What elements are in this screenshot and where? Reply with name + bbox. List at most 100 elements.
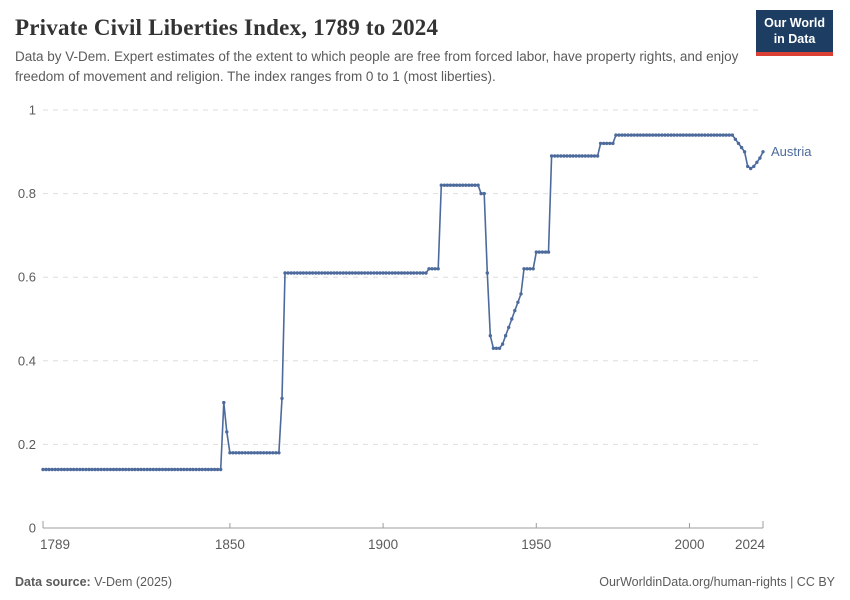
data-point-marker[interactable] (307, 271, 312, 275)
data-point-marker[interactable] (258, 451, 263, 455)
data-point-marker[interactable] (222, 400, 226, 405)
data-point-marker[interactable] (246, 451, 250, 455)
data-point-marker[interactable] (96, 467, 100, 472)
data-point-marker[interactable] (586, 154, 591, 158)
data-point-marker[interactable] (546, 250, 551, 254)
data-point-marker[interactable] (127, 467, 131, 472)
data-point-marker[interactable] (473, 183, 477, 187)
data-point-marker[interactable] (405, 271, 410, 275)
data-point-marker[interactable] (99, 467, 103, 472)
data-point-marker[interactable] (684, 133, 689, 137)
data-point-marker[interactable] (387, 271, 391, 275)
data-point-marker[interactable] (448, 183, 453, 187)
data-point-marker[interactable] (752, 164, 756, 169)
data-point-marker[interactable] (344, 271, 348, 275)
data-point-marker[interactable] (439, 183, 443, 187)
data-point-marker[interactable] (323, 271, 327, 275)
data-point-marker[interactable] (519, 292, 523, 296)
data-point-marker[interactable] (522, 267, 526, 271)
data-point-marker[interactable] (494, 346, 499, 350)
data-point-marker[interactable] (409, 271, 413, 275)
data-point-marker[interactable] (53, 467, 57, 472)
data-point-marker[interactable] (479, 191, 483, 196)
data-point-marker[interactable] (363, 271, 367, 275)
data-point-marker[interactable] (163, 467, 168, 472)
data-point-marker[interactable] (277, 451, 281, 455)
data-point-marker[interactable] (635, 133, 640, 137)
data-point-marker[interactable] (644, 133, 649, 137)
data-point-marker[interactable] (562, 154, 566, 158)
data-point-marker[interactable] (59, 467, 64, 472)
data-point-marker[interactable] (359, 271, 364, 275)
data-point-marker[interactable] (314, 271, 318, 275)
data-point-marker[interactable] (549, 154, 554, 158)
data-point-marker[interactable] (396, 271, 401, 275)
data-point-marker[interactable] (234, 451, 238, 455)
data-point-marker[interactable] (78, 467, 82, 472)
data-point-marker[interactable] (237, 451, 241, 455)
data-point-marker[interactable] (390, 271, 394, 275)
data-point-marker[interactable] (274, 451, 278, 455)
data-point-marker[interactable] (240, 451, 244, 455)
data-point-marker[interactable] (347, 271, 352, 275)
data-point-marker[interactable] (341, 271, 345, 275)
data-point-marker[interactable] (556, 154, 560, 158)
data-point-marker[interactable] (427, 267, 431, 271)
data-point-marker[interactable] (206, 467, 211, 472)
data-point-marker[interactable] (219, 467, 223, 472)
data-point-marker[interactable] (292, 271, 296, 275)
data-point-marker[interactable] (50, 467, 54, 472)
data-point-marker[interactable] (415, 271, 419, 275)
data-point-marker[interactable] (442, 183, 447, 187)
data-point-marker[interactable] (136, 467, 140, 472)
data-point-marker[interactable] (130, 467, 134, 472)
data-point-marker[interactable] (200, 467, 204, 472)
data-point-marker[interactable] (675, 133, 679, 137)
data-point-marker[interactable] (44, 467, 48, 472)
data-point-marker[interactable] (338, 271, 342, 275)
data-point-marker[interactable] (503, 334, 508, 338)
data-point-marker[interactable] (265, 451, 269, 455)
data-point-marker[interactable] (476, 183, 480, 187)
data-point-marker[interactable] (412, 271, 416, 275)
data-point-marker[interactable] (356, 271, 361, 275)
data-point-marker[interactable] (715, 133, 719, 137)
data-point-marker[interactable] (706, 133, 710, 137)
data-point-marker[interactable] (326, 271, 330, 275)
data-point-marker[interactable] (540, 250, 545, 254)
data-point-marker[interactable] (589, 154, 594, 158)
data-point-marker[interactable] (651, 133, 655, 137)
data-point-marker[interactable] (124, 467, 128, 472)
data-point-marker[interactable] (157, 467, 162, 472)
data-point-marker[interactable] (491, 346, 496, 350)
data-point-marker[interactable] (461, 183, 465, 187)
data-point-marker[interactable] (84, 467, 88, 472)
data-point-marker[interactable] (225, 430, 229, 434)
data-point-marker[interactable] (709, 133, 713, 137)
data-point-marker[interactable] (697, 133, 701, 137)
data-point-marker[interactable] (623, 133, 627, 137)
data-point-marker[interactable] (145, 467, 149, 472)
data-point-marker[interactable] (433, 267, 437, 271)
data-point-marker[interactable] (142, 467, 146, 472)
data-point-marker[interactable] (553, 154, 557, 158)
data-point-marker[interactable] (353, 271, 358, 275)
data-point-marker[interactable] (179, 467, 183, 472)
data-point-marker[interactable] (580, 154, 584, 158)
data-point-marker[interactable] (742, 150, 747, 154)
data-point-marker[interactable] (399, 271, 404, 275)
data-point-marker[interactable] (421, 271, 425, 275)
data-point-marker[interactable] (424, 271, 428, 275)
data-point-marker[interactable] (148, 467, 152, 472)
data-point-marker[interactable] (700, 133, 704, 137)
data-point-marker[interactable] (111, 467, 116, 472)
data-point-marker[interactable] (384, 271, 388, 275)
data-point-marker[interactable] (176, 467, 180, 472)
data-point-marker[interactable] (617, 133, 621, 137)
data-point-marker[interactable] (166, 467, 171, 472)
data-point-marker[interactable] (632, 133, 636, 137)
data-point-marker[interactable] (758, 156, 762, 160)
data-point-marker[interactable] (614, 133, 618, 137)
data-point-marker[interactable] (65, 467, 70, 472)
data-point-marker[interactable] (191, 467, 195, 472)
